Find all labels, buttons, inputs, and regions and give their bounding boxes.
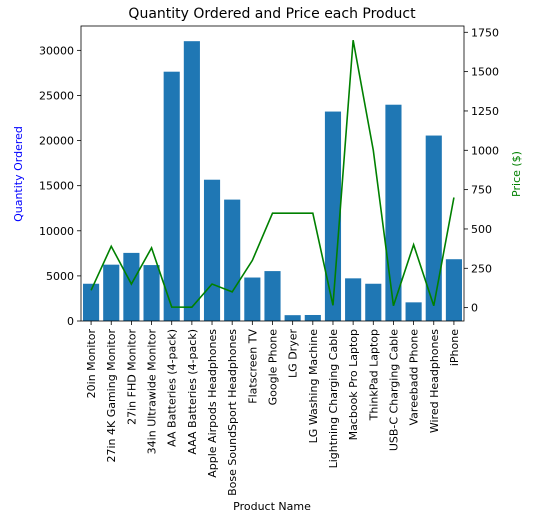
y2-axis-label: Price ($) <box>510 151 523 197</box>
bar-13 <box>345 278 361 321</box>
x-tick-label: Macbook Pro Laptop <box>347 329 360 440</box>
chart-title: Quantity Ordered and Price each Product <box>128 6 416 22</box>
bar-7 <box>224 200 240 321</box>
bar-6 <box>204 180 220 321</box>
bar-1 <box>103 265 119 321</box>
y2-tick-label: 500 <box>471 223 492 236</box>
bar-8 <box>244 278 260 321</box>
y1-tick-label: 20000 <box>39 135 74 148</box>
y2-tick-label: 750 <box>471 184 492 197</box>
bar-18 <box>446 259 462 321</box>
bar-17 <box>426 136 442 321</box>
y2-tick-label: 1750 <box>471 26 499 39</box>
x-tick-label: iPhone <box>448 329 461 366</box>
y2-tick-label: 1000 <box>471 144 499 157</box>
bar-3 <box>143 265 159 321</box>
y2-tick-label: 0 <box>471 302 478 315</box>
y2-tick-label: 1250 <box>471 105 499 118</box>
y1-tick-label: 25000 <box>39 89 74 102</box>
x-tick-label: LG Dryer <box>287 329 300 378</box>
x-tick-label: Bose SoundSport Headphones <box>226 329 239 496</box>
x-tick-label: Vareebadd Phone <box>408 329 421 426</box>
bar-4 <box>164 72 180 321</box>
x-tick-label: Apple Airpods Headphones <box>206 329 219 478</box>
y1-tick-label: 10000 <box>39 225 74 238</box>
x-tick-label: USB-C Charging Cable <box>387 329 400 451</box>
y2-tick-label: 250 <box>471 262 492 275</box>
x-tick-label: AAA Batteries (4-pack) <box>186 329 199 455</box>
x-tick-label: 34in Ultrawide Monitor <box>146 329 159 455</box>
bar-12 <box>325 112 341 321</box>
x-tick-label: LG Washing Machine <box>307 329 320 444</box>
bar-11 <box>305 315 321 321</box>
bar-10 <box>285 315 301 321</box>
bar-2 <box>123 253 139 321</box>
y2-tick-label: 1500 <box>471 66 499 79</box>
bar-5 <box>184 41 200 321</box>
x-tick-label: Lightning Charging Cable <box>327 329 340 469</box>
x-tick-label: Wired Headphones <box>428 329 441 433</box>
x-tick-label: ThinkPad Laptop <box>367 329 380 421</box>
y1-tick-label: 0 <box>67 315 74 328</box>
bar-14 <box>365 284 381 321</box>
x-tick-label: Flatscreen TV <box>246 329 259 404</box>
x-tick-label: Google Phone <box>267 329 280 406</box>
x-axis-label: Product Name <box>233 500 311 513</box>
y1-axis-label: Quantity Ordered <box>12 126 25 222</box>
y1-tick-label: 15000 <box>39 180 74 193</box>
x-tick-label: 27in FHD Monitor <box>125 329 138 425</box>
y1-tick-label: 30000 <box>39 44 74 57</box>
x-tick-label: 27in 4K Gaming Monitor <box>105 329 118 463</box>
x-tick-label: AA Batteries (4-pack) <box>166 329 179 447</box>
bar-16 <box>406 302 422 321</box>
y1-tick-label: 5000 <box>46 270 74 283</box>
bar-9 <box>264 271 280 321</box>
x-tick-label: 20in Monitor <box>85 329 98 399</box>
